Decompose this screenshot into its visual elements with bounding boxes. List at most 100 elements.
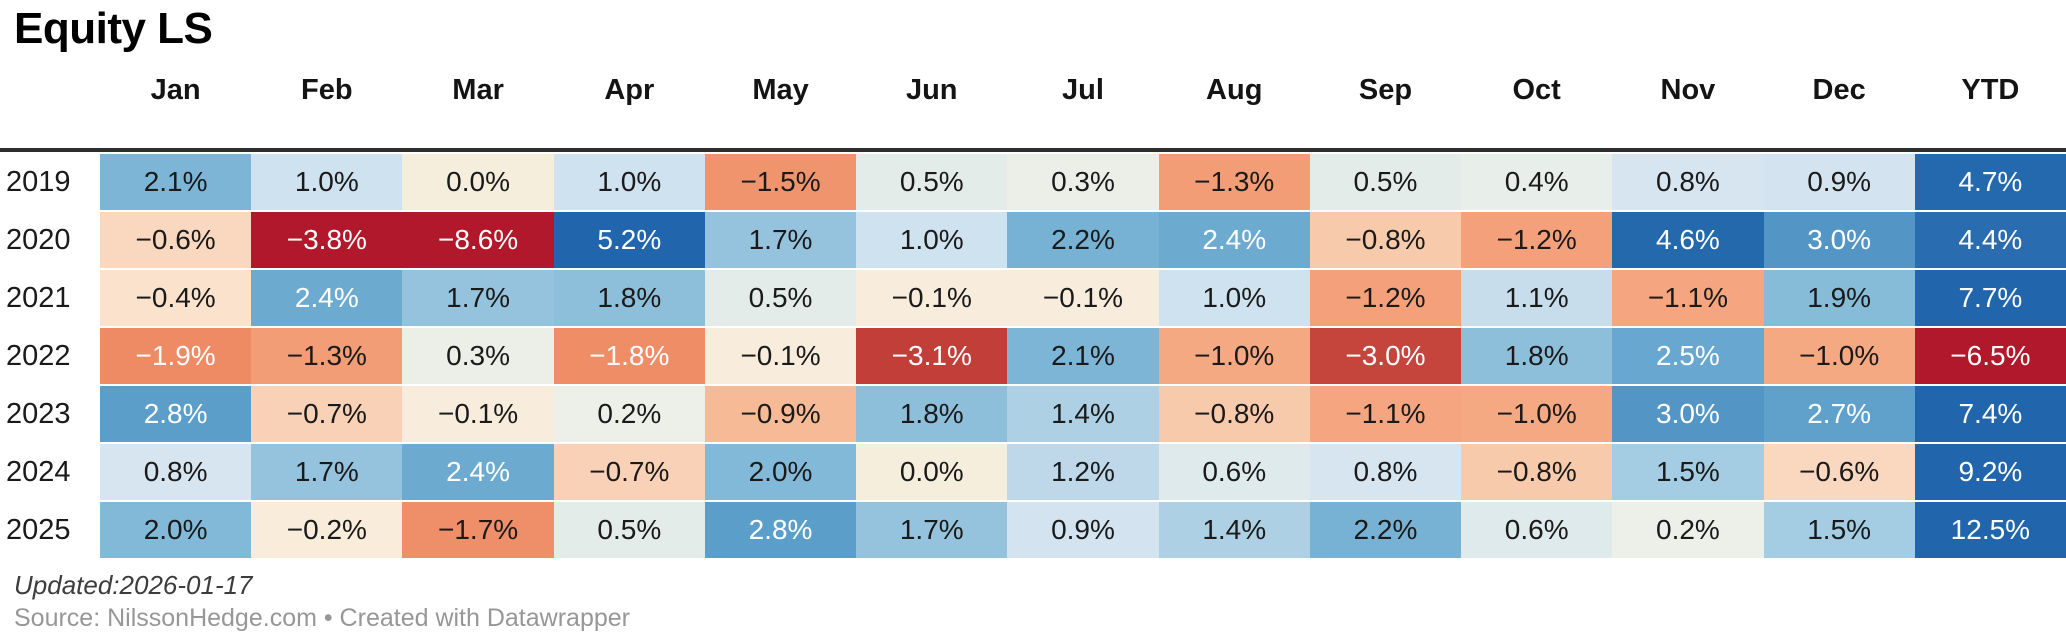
heatmap-cell: 1.0% (856, 212, 1008, 268)
heatmap-cell: 4.7% (1914, 154, 2066, 210)
column-header-mar: Mar (452, 73, 504, 106)
heatmap-cell: 0.6% (1461, 502, 1613, 558)
heatmap-cell: 0.0% (402, 154, 554, 210)
updated-timestamp: Updated:2026-01-17 (14, 570, 253, 600)
heatmap-cell: 1.1% (1461, 270, 1613, 326)
heatmap-cell: 2.0% (100, 502, 252, 558)
heatmap-cell: 0.0% (856, 444, 1008, 500)
heatmap-cell: 9.2% (1914, 444, 2066, 500)
heatmap-cell: 2.1% (1007, 328, 1159, 384)
row-header-2024: 2024 (0, 444, 100, 500)
heatmap-cell: −1.5% (704, 154, 857, 210)
heatmap-cell: −0.1% (1007, 270, 1159, 326)
heatmap-body: 2019 2.1% 1.0% 0.0% 1.0% −1.5% 0.5% 0.3% −1.3% 0.… (0, 148, 2066, 558)
column-header-oct: Oct (1512, 73, 1561, 106)
heatmap-cell: 1.0% (1158, 270, 1310, 326)
column-header-jul: Jul (1062, 73, 1104, 106)
heatmap-cell: −0.2% (251, 502, 403, 558)
column-header-ytd: YTD (1961, 73, 2020, 106)
heatmap-cell: −1.7% (402, 502, 554, 558)
page-title: Equity LS (14, 4, 213, 53)
heatmap-cell: 0.5% (1309, 154, 1462, 210)
row-header-2019: 2019 (0, 154, 100, 210)
heatmap-cell: −0.1% (856, 270, 1008, 326)
source-attribution: Source: NilssonHedge.com • Created with … (14, 604, 630, 632)
heatmap-cell: 2.2% (1309, 502, 1462, 558)
heatmap-cell: −0.6% (1763, 444, 1915, 500)
heatmap-cell: −1.8% (553, 328, 705, 384)
heatmap-cell: −1.1% (1309, 386, 1462, 442)
heatmap-cell: −1.0% (1763, 328, 1915, 384)
heatmap-cell: −6.5% (1914, 328, 2066, 384)
heatmap-cell: 0.2% (553, 386, 705, 442)
heatmap-cell: 0.5% (704, 270, 857, 326)
heatmap-cell: 0.8% (100, 444, 252, 500)
heatmap-cell: 12.5% (1914, 502, 2066, 558)
heatmap-cell: 0.3% (402, 328, 554, 384)
heatmap-cell: 0.9% (1763, 154, 1915, 210)
heatmap-cell: −1.3% (251, 328, 403, 384)
heatmap-cell: 1.0% (553, 154, 705, 210)
column-header-nov: Nov (1660, 73, 1716, 106)
heatmap-cell: −3.8% (251, 212, 403, 268)
heatmap-cell: 2.0% (704, 444, 857, 500)
heatmap-cell: −0.7% (553, 444, 705, 500)
heatmap-cell: 1.4% (1007, 386, 1159, 442)
heatmap-cell: 2.2% (1007, 212, 1159, 268)
heatmap-cell: −1.1% (1612, 270, 1764, 326)
heatmap-cell: 5.2% (553, 212, 705, 268)
heatmap-cell: 0.2% (1612, 502, 1764, 558)
heatmap-cell: 1.2% (1007, 444, 1159, 500)
returns-heatmap-table: Jan Feb Mar Apr May Jun Jul Aug Sep Oct Nov Dec YTD … (0, 70, 2066, 558)
heatmap-cell: 2.1% (100, 154, 252, 210)
heatmap-cell: 0.9% (1007, 502, 1159, 558)
heatmap-cell: −1.3% (1158, 154, 1310, 210)
heatmap-cell: 2.5% (1612, 328, 1764, 384)
heatmap-cell: 4.4% (1914, 212, 2066, 268)
heatmap-cell: 0.5% (553, 502, 705, 558)
heatmap-cell: −1.0% (1158, 328, 1310, 384)
heatmap-cell: −0.8% (1309, 212, 1462, 268)
heatmap-cell: 1.7% (251, 444, 403, 500)
heatmap-cell: 7.7% (1914, 270, 2066, 326)
column-header-feb: Feb (301, 73, 353, 106)
heatmap-cell: −8.6% (402, 212, 554, 268)
row-header-2020: 2020 (0, 212, 100, 268)
heatmap-cell: −3.1% (856, 328, 1008, 384)
heatmap-cell: 0.8% (1309, 444, 1462, 500)
heatmap-cell: −0.1% (704, 328, 857, 384)
column-header-apr: Apr (604, 73, 655, 106)
heatmap-cell: 0.5% (856, 154, 1008, 210)
heatmap-cell: −1.0% (1461, 386, 1613, 442)
column-header-aug: Aug (1206, 73, 1263, 106)
heatmap-cell: −0.6% (100, 212, 252, 268)
heatmap-cell: 3.0% (1612, 386, 1764, 442)
heatmap-cell: −0.1% (402, 386, 554, 442)
column-header-jun: Jun (905, 73, 958, 106)
column-header-sep: Sep (1358, 73, 1413, 106)
heatmap-cell: 0.6% (1158, 444, 1310, 500)
column-header-jan: Jan (150, 73, 201, 106)
heatmap-cell: 1.8% (1461, 328, 1613, 384)
column-header-may: May (752, 73, 809, 106)
heatmap-cell: 1.7% (402, 270, 554, 326)
heatmap-cell: 1.4% (1158, 502, 1310, 558)
heatmap-cell: −0.4% (100, 270, 252, 326)
heatmap-cell: 3.0% (1763, 212, 1915, 268)
heatmap-cell: 4.6% (1612, 212, 1764, 268)
heatmap-cell: 1.0% (251, 154, 403, 210)
heatmap-cell: −0.9% (704, 386, 857, 442)
row-header-2025: 2025 (0, 502, 100, 558)
heatmap-cell: −0.8% (1461, 444, 1613, 500)
heatmap-cell: 2.8% (704, 502, 857, 558)
heatmap-cell: 1.5% (1763, 502, 1915, 558)
heatmap-cell: −1.2% (1309, 270, 1462, 326)
heatmap-cell: 2.4% (402, 444, 554, 500)
heatmap-cell: 2.7% (1763, 386, 1915, 442)
heatmap-cell: 1.8% (553, 270, 705, 326)
heatmap-cell: 2.4% (1158, 212, 1310, 268)
column-header-dec: Dec (1812, 73, 1866, 106)
heatmap-cell: 0.4% (1461, 154, 1613, 210)
heatmap-cell: −0.8% (1158, 386, 1310, 442)
